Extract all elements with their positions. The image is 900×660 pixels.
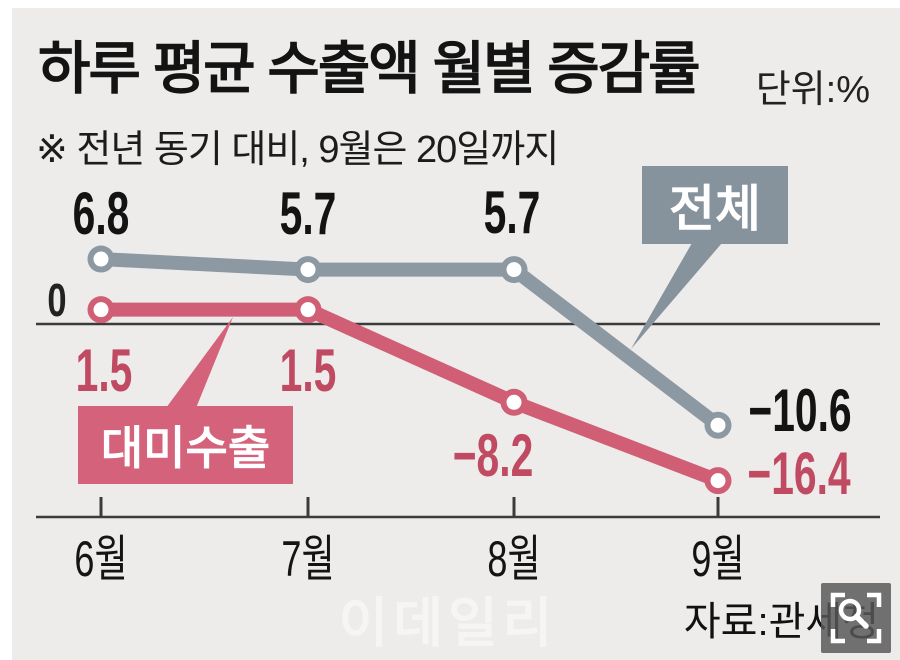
total-marker-2 [506, 262, 522, 278]
zoom-button[interactable] [821, 583, 891, 653]
us-exports-value-label-0: 1.5 [75, 336, 133, 404]
series-callout-total: 전체 [642, 166, 788, 244]
series-callout-us-exports-label: 대미수출 [100, 422, 271, 474]
page-title: 하루 평균 수출액 월별 증감률 [38, 37, 701, 101]
chart-panel-background [12, 8, 900, 660]
us-exports-callout-pointer [166, 317, 233, 408]
x-axis-label-0: 6월 [74, 531, 128, 587]
zero-axis-label: 0 [47, 274, 67, 326]
x-axis-label-1: 7월 [281, 531, 335, 587]
total-value-label-0: 6.8 [72, 180, 130, 248]
total-value-label-1: 5.7 [279, 179, 337, 247]
x-axis-label-3: 9월 [691, 531, 745, 587]
us-exports-marker-1 [300, 302, 316, 318]
magnifier-icon [830, 592, 882, 644]
watermark: 이데일리 [338, 593, 558, 654]
series-callout-total-label: 전체 [669, 181, 761, 237]
total-marker-0 [93, 251, 109, 267]
x-axis-label-2: 8월 [487, 531, 541, 587]
us-exports-marker-2 [506, 394, 522, 410]
us-exports-marker-0 [93, 302, 109, 318]
total-series-line [94, 252, 725, 433]
us-exports-value-label-1: 1.5 [279, 336, 337, 404]
us-exports-value-label-3: −16.4 [747, 439, 851, 507]
total-value-label-2: 5.7 [483, 178, 541, 246]
total-value-label-3: −10.6 [748, 377, 852, 445]
total-marker-1 [300, 262, 316, 278]
us-exports-series-line [94, 302, 725, 488]
us-exports-value-label-2: −8.2 [452, 422, 534, 490]
total-callout-pointer [631, 243, 722, 349]
us-exports-marker-3 [710, 473, 726, 489]
chart-note: ※ 전년 동기 대비, 9월은 20일까지 [36, 129, 559, 171]
unit-label: 단위:% [755, 69, 870, 111]
series-callout-us-exports: 대미수출 [78, 406, 293, 484]
total-marker-3 [710, 417, 726, 433]
